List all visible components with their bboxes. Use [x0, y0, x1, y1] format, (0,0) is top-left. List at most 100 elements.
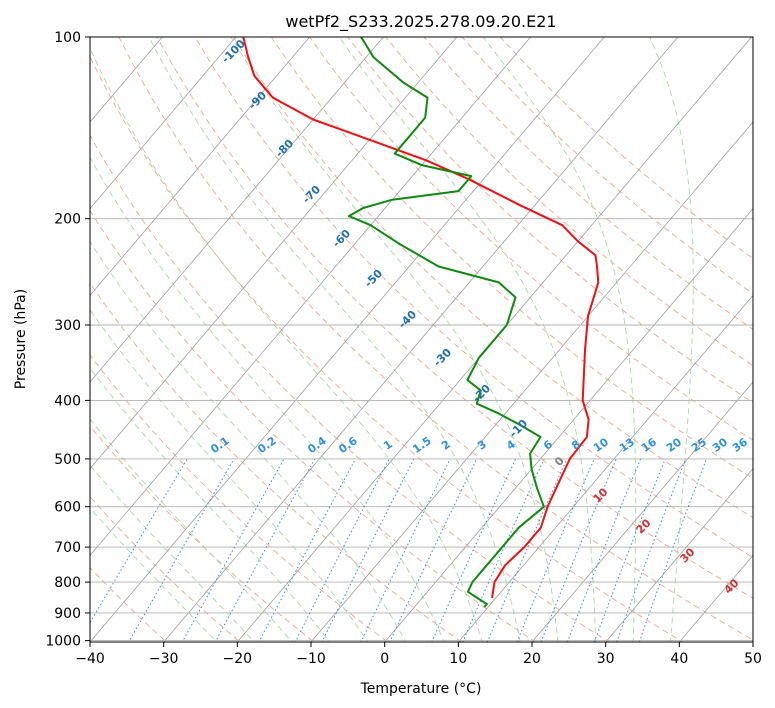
isotherm-label: -50 — [362, 267, 385, 290]
x-tick-label: 10 — [449, 651, 467, 667]
y-axis-ticks: 100 200 300 400 500 600 700 800 900 1000 — [45, 30, 90, 650]
line-annotations: 0.1 0.2 0.4 0.6 1 1.5 2 3 4 6 8 10 13 16 20 25 30 36-100-… — [208, 37, 750, 597]
isotherm-line — [90, 37, 605, 642]
mixing-ratio-label: 10 — [591, 435, 611, 455]
mixing-ratio-lines — [90, 458, 707, 642]
dry-adiabat-line — [90, 567, 168, 642]
x-tick-label: −40 — [75, 651, 105, 667]
dry-adiabat-label: 40 — [722, 576, 742, 596]
isotherm-label: -30 — [431, 346, 454, 369]
mixing-ratio-label: 30 — [710, 435, 730, 455]
isobars — [90, 37, 753, 642]
y-tick-label: 1000 — [45, 634, 81, 650]
mixing-ratio-line — [462, 458, 545, 642]
x-axis-title: Temperature (°C) — [360, 681, 482, 697]
moist-adiabat-line — [649, 37, 694, 642]
y-tick-label: 200 — [54, 212, 81, 228]
y-tick-label: 500 — [54, 452, 81, 468]
isotherm-line — [457, 294, 753, 642]
isotherm-line — [90, 37, 310, 296]
plot-area: 0.1 0.2 0.4 0.6 1 1.5 2 3 4 6 8 10 13 16 20 25 30 36-100-… — [90, 37, 753, 642]
mixing-ratio-label: 2 — [439, 438, 453, 453]
isotherm-label: -40 — [396, 308, 419, 331]
moist-adiabat-line — [90, 367, 331, 642]
dry-adiabat-line — [90, 425, 315, 642]
mixing-ratio-line — [431, 458, 517, 642]
isotherm-label: 0 — [552, 454, 567, 469]
y-tick-label: 800 — [54, 575, 81, 591]
mixing-ratio-line — [616, 458, 687, 642]
data-series — [242, 37, 600, 608]
moist-adiabats — [90, 37, 694, 642]
dry-adiabat-line — [385, 37, 753, 367]
dry-adiabat-line — [90, 354, 389, 642]
moist-adiabat-line — [90, 309, 369, 642]
y-axis-title: Pressure (hPa) — [13, 289, 29, 389]
y-tick-label: 600 — [54, 500, 81, 516]
dry-adiabat-line — [90, 134, 610, 642]
mixing-ratio-label: 1.5 — [410, 434, 433, 456]
dry-adiabat-line — [90, 209, 537, 642]
mixing-ratio-line — [593, 458, 666, 642]
dry-adiabat-line — [499, 37, 753, 260]
mixing-ratio-label: 25 — [689, 435, 709, 454]
isotherm-line — [90, 37, 237, 210]
dry-adiabat-line — [271, 37, 753, 480]
mixing-ratio-line — [128, 458, 235, 642]
x-tick-label: −30 — [149, 651, 179, 667]
mixing-ratio-line — [566, 458, 642, 642]
y-tick-label: 700 — [54, 540, 81, 556]
dry-adiabat-line — [194, 37, 753, 558]
dry-adiabats — [90, 37, 753, 642]
isotherm-line — [163, 37, 679, 642]
moist-adiabat-line — [482, 37, 637, 642]
dry-adiabat-line — [118, 37, 753, 641]
dry-adiabat-line — [309, 37, 753, 441]
dry-adiabat-line — [347, 37, 753, 404]
isotherm-line — [90, 37, 458, 470]
dry-adiabat-label: 10 — [591, 485, 611, 505]
isotherm-line — [90, 37, 384, 383]
isotherm-line — [605, 468, 753, 642]
mixing-ratio-label: 20 — [664, 435, 684, 455]
x-tick-label: 40 — [670, 651, 688, 667]
y-tick-label: 400 — [54, 393, 81, 409]
dry-adiabat-label: 30 — [678, 545, 698, 565]
dry-adiabat-line — [90, 282, 463, 642]
moist-adiabat-line — [230, 37, 559, 642]
x-tick-label: 20 — [523, 651, 541, 667]
x-tick-label: −10 — [296, 651, 326, 667]
mixing-ratio-label: 1 — [381, 438, 395, 453]
moist-adiabat-line — [148, 37, 521, 642]
x-tick-label: 0 — [380, 651, 389, 667]
dry-adiabat-line — [90, 55, 684, 642]
dry-adiabat-line — [90, 496, 241, 642]
mixing-ratio-line — [360, 458, 451, 642]
mixing-ratio-label: 16 — [639, 435, 659, 455]
plot-frame — [89, 36, 754, 643]
moist-adiabat-line — [90, 418, 293, 642]
moist-adiabat-line — [90, 47, 483, 642]
mixing-ratio-label: 3 — [475, 438, 489, 453]
y-tick-label: 900 — [54, 606, 81, 622]
isotherm-label: -70 — [300, 183, 323, 206]
moist-adiabat-line — [90, 240, 407, 642]
y-tick-label: 100 — [54, 30, 81, 46]
moist-adiabat-line — [90, 464, 255, 642]
isotherm-label: -60 — [330, 227, 353, 250]
temperature-line — [242, 37, 600, 599]
mixing-ratio-label: 36 — [730, 435, 750, 455]
moist-adiabat-line — [90, 507, 218, 642]
dewpoint-line — [347, 37, 545, 608]
mixing-ratio-label: 0.1 — [208, 434, 231, 456]
isotherm-label: -90 — [246, 89, 269, 112]
mixing-ratio-line — [214, 458, 316, 642]
dry-adiabat-line — [232, 37, 753, 519]
isotherm-line — [531, 381, 753, 642]
chart-title: wetPf2_S233.2025.278.09.20.E21 — [285, 12, 556, 32]
x-axis-ticks: −40 −30 −20 −10 0 10 20 30 40 50 — [75, 642, 762, 667]
mixing-ratio-line — [294, 458, 390, 642]
x-tick-label: 30 — [597, 651, 615, 667]
isotherm-line — [310, 121, 753, 642]
